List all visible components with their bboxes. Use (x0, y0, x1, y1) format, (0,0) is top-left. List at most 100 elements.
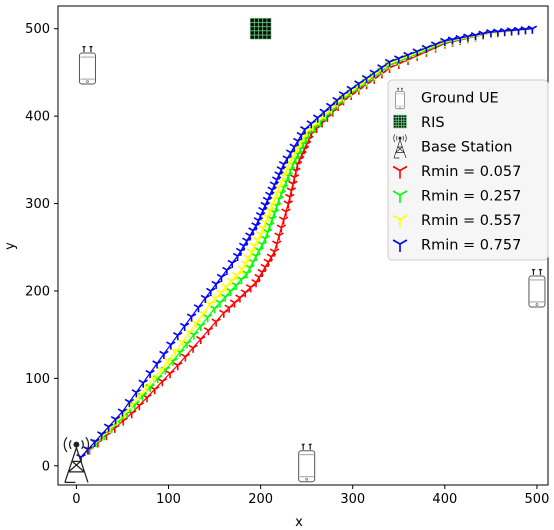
x-tick-label: 0 (72, 492, 80, 507)
trajectory-point (117, 408, 128, 417)
trajectory-point (172, 362, 183, 371)
trajectory-point (285, 193, 295, 202)
trajectory-point (124, 398, 135, 407)
trajectory-point (332, 96, 342, 106)
trajectory-point (203, 327, 214, 336)
trajectory-point (166, 341, 176, 350)
trajectory-point (272, 240, 282, 249)
trajectory-point (470, 31, 481, 41)
trajectory-point (196, 335, 206, 345)
trajectory-point (229, 299, 240, 308)
trajectory-point (286, 187, 297, 196)
legend-entry: Ground UE (395, 87, 499, 110)
trajectory-point (220, 293, 231, 302)
trajectory-point (202, 313, 213, 323)
trajectory-point (312, 114, 323, 123)
y-tick-label: 100 (25, 372, 50, 387)
x-tick-label: 100 (156, 492, 181, 507)
trajectory-point (520, 26, 531, 35)
ground-ue-2-icon (528, 268, 546, 308)
axis-layer: 0 100 200 300 400 500 0 100 200 300 400 500 x y (3, 22, 549, 530)
trajectory-point (262, 228, 273, 237)
x-tick-label: 300 (340, 492, 365, 507)
trajectory-point (152, 360, 162, 369)
series-3-trajectory (76, 25, 538, 463)
trajectory-point (219, 309, 229, 318)
legend-entry: Rmin = 0.757 (392, 238, 521, 254)
trajectory-point (215, 289, 226, 298)
trajectory-point (205, 300, 215, 310)
trajectory-point (231, 281, 241, 291)
trajectory-point (288, 180, 298, 189)
legend-label: Rmin = 0.257 (421, 189, 521, 205)
trajectory-point (225, 287, 236, 296)
trajectory-point (216, 273, 227, 282)
trajectory-point (165, 370, 175, 379)
trajectory-point (170, 348, 181, 357)
legend-entry: Base Station (393, 134, 512, 159)
x-tick-label: 400 (432, 492, 457, 507)
legend-entry: Rmin = 0.257 (392, 189, 521, 205)
trajectory-point (377, 64, 387, 73)
trajectory-point (180, 353, 191, 362)
trajectory-point (103, 423, 114, 432)
trajectory-point (186, 313, 197, 322)
trajectory-point (403, 51, 413, 60)
trajectory-point (325, 102, 336, 111)
trajectory-point (240, 289, 251, 298)
trajectory-point (447, 36, 458, 45)
trajectory-point (222, 266, 232, 275)
trajectory-point (283, 200, 294, 209)
trajectory-point (235, 294, 245, 303)
trajectory-point (346, 85, 356, 94)
trajectory-point (193, 304, 204, 313)
trajectory-point (274, 232, 284, 241)
base-station-icon (63, 436, 90, 484)
trajectory-point (145, 369, 155, 379)
legend-label: Ground UE (421, 91, 499, 107)
legend-entry: Rmin = 0.057 (392, 164, 521, 180)
legend-box (387, 79, 549, 261)
legend-label: Rmin = 0.057 (421, 164, 521, 180)
trajectory-point (338, 91, 349, 100)
ground-ue-0-icon (78, 46, 96, 85)
trajectory-point (226, 277, 237, 286)
node-layer (63, 17, 546, 484)
trajectory-point (412, 48, 422, 57)
legend-marker-icon (392, 239, 408, 252)
y-tick-label: 0 (42, 459, 50, 474)
legend-tower-icon (393, 134, 407, 159)
trajectory-point (354, 80, 364, 89)
trajectory-point (205, 287, 216, 296)
trajectory-point (278, 216, 289, 225)
trajectory-point (227, 259, 237, 268)
trajectory-point (172, 332, 183, 341)
trajectory-point (260, 235, 270, 244)
legend-label: Rmin = 0.557 (421, 213, 521, 229)
trajectory-point (131, 389, 142, 398)
trajectory-point (209, 305, 220, 314)
trajectory-point (232, 271, 242, 280)
trajectory-point (90, 438, 100, 447)
legend-entry: RIS (393, 114, 445, 131)
trajectory-point (97, 431, 107, 440)
x-tick-label: 500 (525, 492, 550, 507)
trajectory-point (200, 294, 211, 303)
trajectory-point (281, 208, 291, 217)
ground-ue-1-icon (298, 443, 316, 483)
trajectory-point (177, 338, 188, 347)
x-axis-label: x (295, 515, 303, 530)
trajectory-point (265, 222, 275, 231)
trajectory-point (440, 37, 450, 46)
trajectory-point (157, 378, 168, 387)
trajectory-point (211, 318, 221, 327)
trajectory-point (276, 224, 287, 233)
trajectory-point (184, 329, 194, 338)
y-tick-label: 300 (25, 197, 50, 212)
legend-entry: Rmin = 0.557 (392, 213, 521, 229)
trajectory-point (221, 283, 231, 292)
trajectory-point (191, 319, 201, 329)
trajectory-point (300, 126, 310, 135)
trajectory-point (210, 295, 221, 304)
trajectory-point (369, 69, 379, 78)
